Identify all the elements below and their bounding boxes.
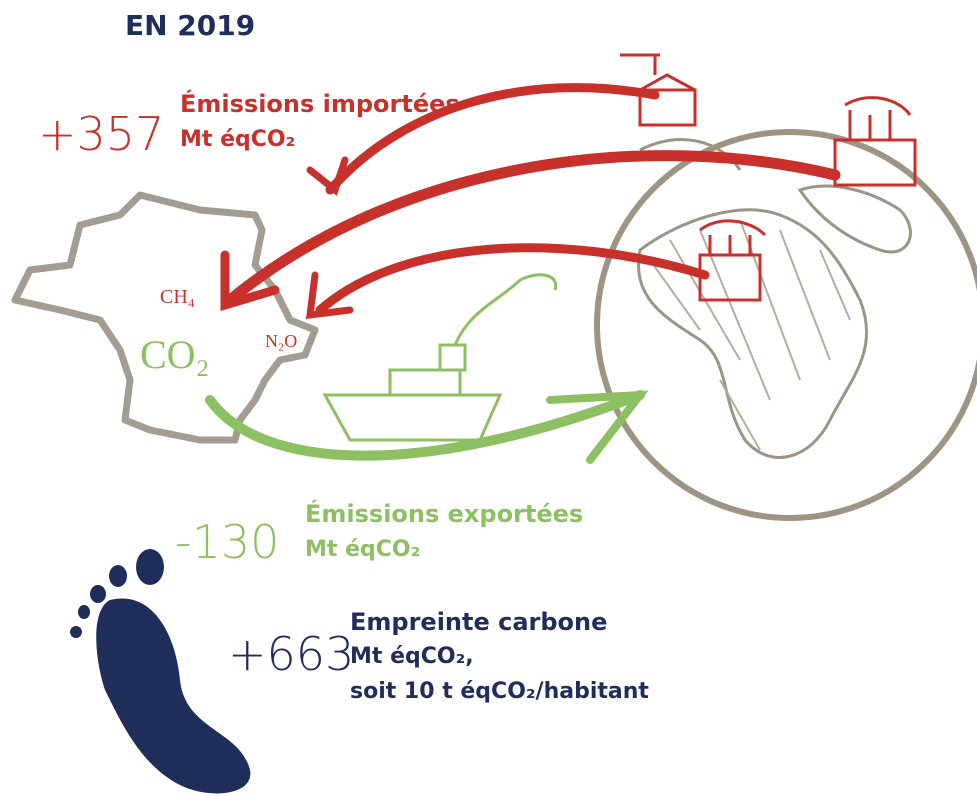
title: EN 2019 xyxy=(125,9,255,42)
footprint-value: +663 xyxy=(228,627,354,681)
footprint-unit: Mt éqCO₂, xyxy=(350,644,474,669)
footprint-label: Empreinte carbone xyxy=(350,608,607,636)
imported-value: +357 xyxy=(38,107,164,161)
ch4-label: CH₄ xyxy=(160,286,195,308)
footprint-icon xyxy=(70,549,251,794)
exported-unit: Mt éqCO₂ xyxy=(305,537,420,562)
n2o-label: N₂O xyxy=(265,331,297,351)
exported-label: Émissions exportées xyxy=(305,499,583,528)
footprint-per-capita: soit 10 t éqCO₂/habitant xyxy=(350,679,649,704)
co2-label: CO₂ xyxy=(140,332,210,377)
globe xyxy=(594,129,977,521)
export-arrow xyxy=(205,390,649,464)
factory-icons xyxy=(620,53,917,302)
france-map xyxy=(11,191,319,444)
imported-label: Émissions importées xyxy=(180,89,460,118)
exported-value: -130 xyxy=(175,515,279,569)
import-arrows xyxy=(220,83,841,320)
ship-icon xyxy=(322,273,558,442)
imported-unit: Mt éqCO₂ xyxy=(180,127,295,152)
